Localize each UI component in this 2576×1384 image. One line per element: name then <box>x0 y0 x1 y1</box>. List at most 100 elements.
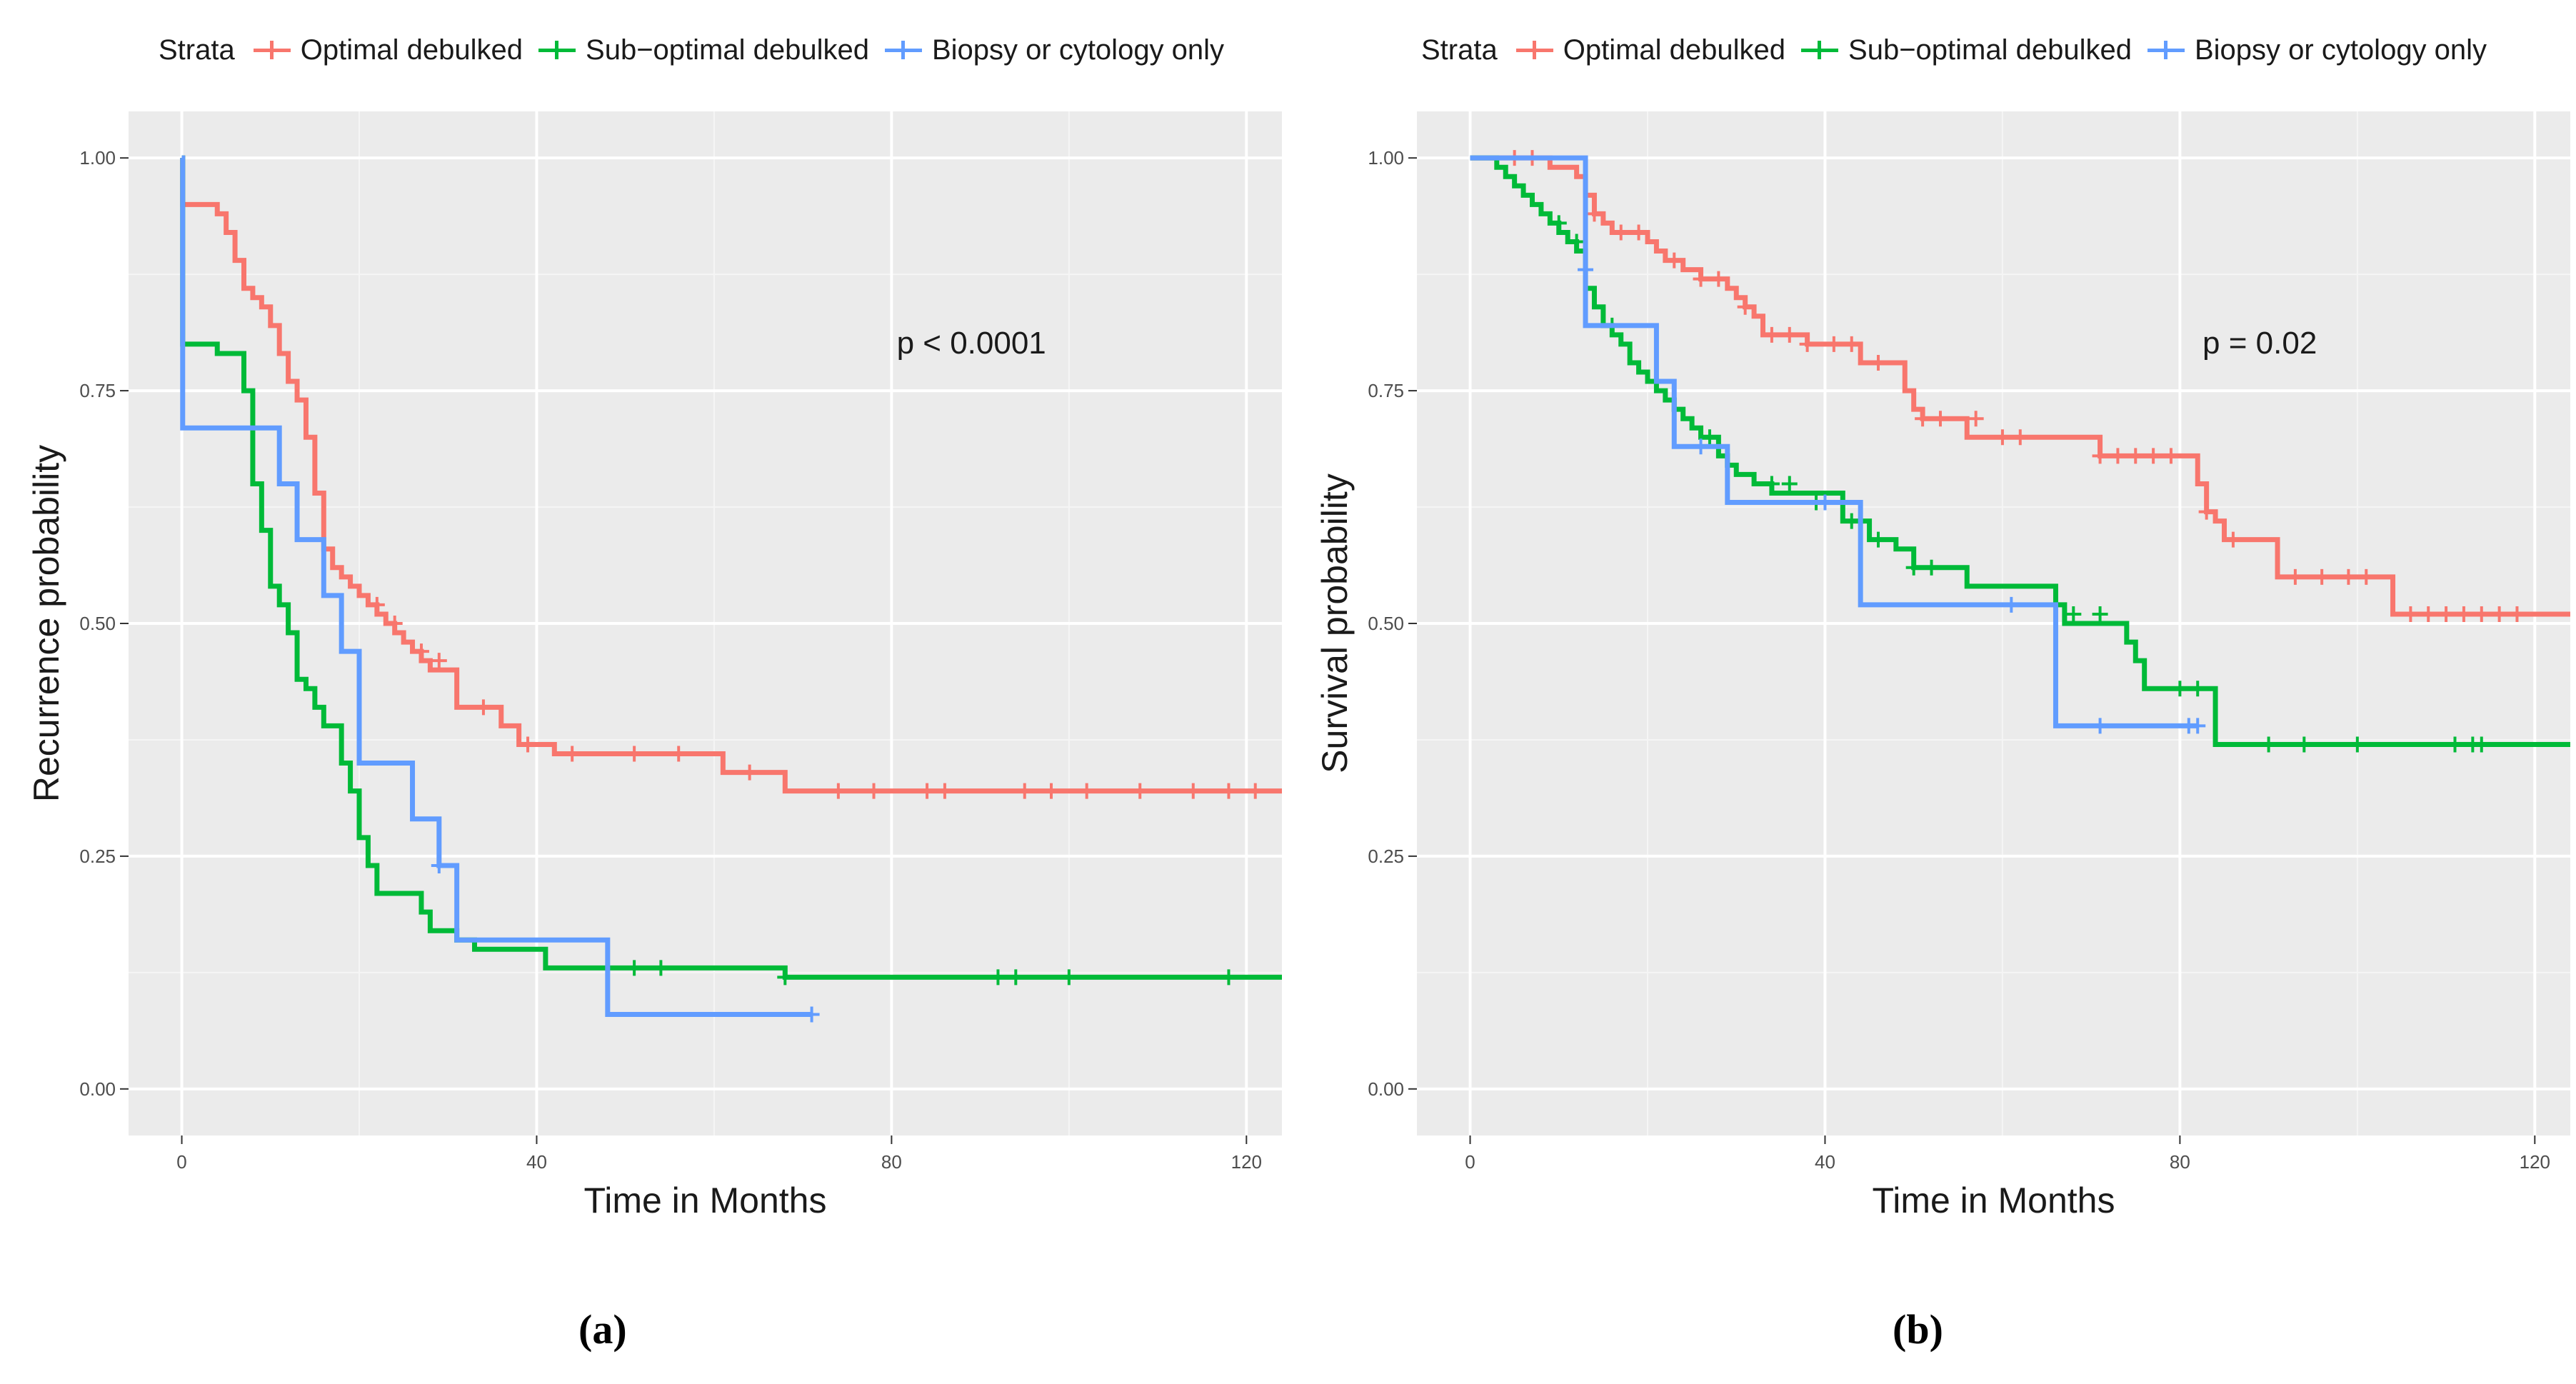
censor-mark-optimal-debulked <box>1968 411 1984 427</box>
x-axis-title: Time in Months <box>1873 1180 2115 1220</box>
legend-item-biopsy: Biopsy or cytology only <box>2147 34 2487 66</box>
series-line-optimal-debulked <box>1470 155 2570 617</box>
chart-a: 0.00 0.25 0.50 0.75 1.00 0 40 80 120 p < 0.0001 Ti… <box>26 111 1282 1220</box>
censor-mark-biopsy-or-cytology-only <box>2003 596 2020 613</box>
censor-mark-biopsy-or-cytology-only <box>2190 718 2206 734</box>
censor-mark-optimal-debulked <box>2225 531 2241 548</box>
legend-item-optimal: Optimal debulked <box>1515 34 1786 66</box>
censor-mark-optimal-debulked <box>2314 568 2330 585</box>
x-tick-label: 80 <box>881 1151 902 1173</box>
censor-mark-optimal-debulked <box>919 783 936 799</box>
censor-mark-optimal-debulked <box>830 783 846 799</box>
censor-mark-optimal-debulked <box>626 746 643 762</box>
censor-mark-optimal-debulked <box>431 653 447 669</box>
legend-title: Strata <box>1421 34 1498 66</box>
censor-mark-optimal-debulked <box>2287 568 2303 585</box>
legend-swatch-optimal <box>253 36 291 64</box>
censor-mark-optimal-debulked <box>1613 224 1629 241</box>
legend-swatch-biopsy <box>884 36 922 64</box>
legend-item-suboptimal: Sub−optimal debulked <box>538 34 869 66</box>
censor-mark-optimal-debulked <box>2473 606 2490 622</box>
censor-mark-optimal-debulked <box>1586 206 1603 222</box>
censor-mark-sub-optimal-debulked <box>1781 476 1798 492</box>
legend-swatch-optimal <box>1515 36 1553 64</box>
legend-label-optimal: Optimal debulked <box>300 34 523 66</box>
censor-mark-sub-optimal-debulked <box>1568 234 1585 250</box>
censor-mark-optimal-debulked <box>520 736 536 753</box>
censor-mark-optimal-debulked <box>2438 606 2455 622</box>
censor-mark-optimal-debulked <box>1870 354 1886 371</box>
censor-mark-optimal-debulked <box>1247 783 1263 799</box>
censor-mark-sub-optimal-debulked <box>1701 429 1718 446</box>
censor-mark-sub-optimal-debulked <box>1843 513 1860 529</box>
y-tick-label: 0.25 <box>79 846 116 867</box>
censor-mark-optimal-debulked <box>564 746 581 762</box>
censor-mark-sub-optimal-debulked <box>1008 969 1024 986</box>
censor-mark-optimal-debulked <box>2358 568 2375 585</box>
legend-swatch-biopsy <box>2147 36 2185 64</box>
censor-mark-optimal-debulked <box>1737 299 1753 315</box>
censor-mark-optimal-debulked <box>1016 783 1033 799</box>
censor-mark-optimal-debulked <box>1710 271 1727 287</box>
censor-mark-optimal-debulked <box>2092 448 2108 464</box>
series-line-biopsy-or-cytology-only <box>180 155 812 1018</box>
censor-mark-sub-optimal-debulked <box>2260 736 2277 753</box>
censor-mark-optimal-debulked <box>1185 783 1201 799</box>
panel-a: Strata Optimal debulked Sub−optimal debu… <box>26 29 1282 1353</box>
legend-label-optimal: Optimal debulked <box>1563 34 1786 66</box>
x-tick-label: 120 <box>2520 1151 2550 1173</box>
censor-mark-optimal-debulked <box>1843 336 1860 352</box>
censor-mark-optimal-debulked <box>1043 783 1059 799</box>
censor-mark-sub-optimal-debulked <box>777 969 793 986</box>
censor-mark-optimal-debulked <box>2128 448 2144 464</box>
censor-mark-sub-optimal-debulked <box>1221 969 1237 986</box>
censor-mark-sub-optimal-debulked <box>2447 736 2463 753</box>
censor-mark-optimal-debulked <box>1666 252 1683 269</box>
censor-mark-optimal-debulked <box>1915 411 1931 427</box>
censor-mark-optimal-debulked <box>413 643 429 660</box>
censor-mark-sub-optimal-debulked <box>2349 736 2365 753</box>
censor-mark-optimal-debulked <box>1693 271 1709 287</box>
legend-label-biopsy: Biopsy or cytology only <box>931 34 1225 66</box>
y-tick-label: 0.00 <box>1368 1078 1404 1100</box>
x-tick-label: 80 <box>2170 1151 2190 1173</box>
y-tick-label: 1.00 <box>79 147 116 169</box>
panel-b: Strata Optimal debulked Sub−optimal debu… <box>1288 0 2576 1384</box>
censor-mark-optimal-debulked <box>2145 448 2162 464</box>
censor-mark-sub-optimal-debulked <box>2190 681 2206 697</box>
censor-mark-optimal-debulked <box>1799 336 1815 352</box>
censor-mark-optimal-debulked <box>2198 503 2215 520</box>
y-tick-label: 0.75 <box>79 380 116 401</box>
legend: Strata Optimal debulked Sub−optimal debu… <box>159 29 1240 71</box>
censor-mark-sub-optimal-debulked <box>1905 559 1922 576</box>
censor-mark-optimal-debulked <box>1763 326 1780 343</box>
x-tick-label: 120 <box>1231 1151 1262 1173</box>
legend-title: Strata <box>159 34 235 66</box>
y-tick-label: 0.25 <box>1368 846 1404 867</box>
censor-mark-sub-optimal-debulked <box>653 960 669 976</box>
censor-mark-biopsy-or-cytology-only <box>803 1006 820 1023</box>
chart-b: 0.00 0.25 0.50 0.75 1.00 0 40 80 120 p = 0.02 Time… <box>1315 111 2570 1220</box>
censor-mark-optimal-debulked <box>1781 326 1798 343</box>
censor-mark-sub-optimal-debulked <box>1870 531 1886 548</box>
censor-mark-optimal-debulked <box>1994 429 2010 446</box>
censor-mark-optimal-debulked <box>1132 783 1148 799</box>
x-tick-label: 40 <box>1815 1151 1835 1173</box>
censor-mark-biopsy-or-cytology-only <box>1817 494 1833 511</box>
y-axis-title: Recurrence probability <box>26 445 66 802</box>
y-tick-label: 0.50 <box>1368 613 1404 634</box>
censor-mark-biopsy-or-cytology-only <box>431 857 447 873</box>
legend-label-suboptimal: Sub−optimal debulked <box>586 34 869 66</box>
legend-swatch-suboptimal <box>538 36 576 64</box>
censor-mark-optimal-debulked <box>671 746 687 762</box>
censor-mark-optimal-debulked <box>2491 606 2507 622</box>
legend-swatch-suboptimal <box>1801 36 1839 64</box>
censor-mark-sub-optimal-debulked <box>1923 559 1940 576</box>
censor-mark-sub-optimal-debulked <box>990 969 1006 986</box>
censor-mark-sub-optimal-debulked <box>626 960 643 976</box>
y-tick-label: 0.50 <box>79 613 116 634</box>
censor-mark-optimal-debulked <box>2162 448 2179 464</box>
censor-mark-optimal-debulked <box>741 764 758 781</box>
x-tick-label: 40 <box>526 1151 547 1173</box>
censor-mark-biopsy-or-cytology-only <box>1693 438 1709 455</box>
